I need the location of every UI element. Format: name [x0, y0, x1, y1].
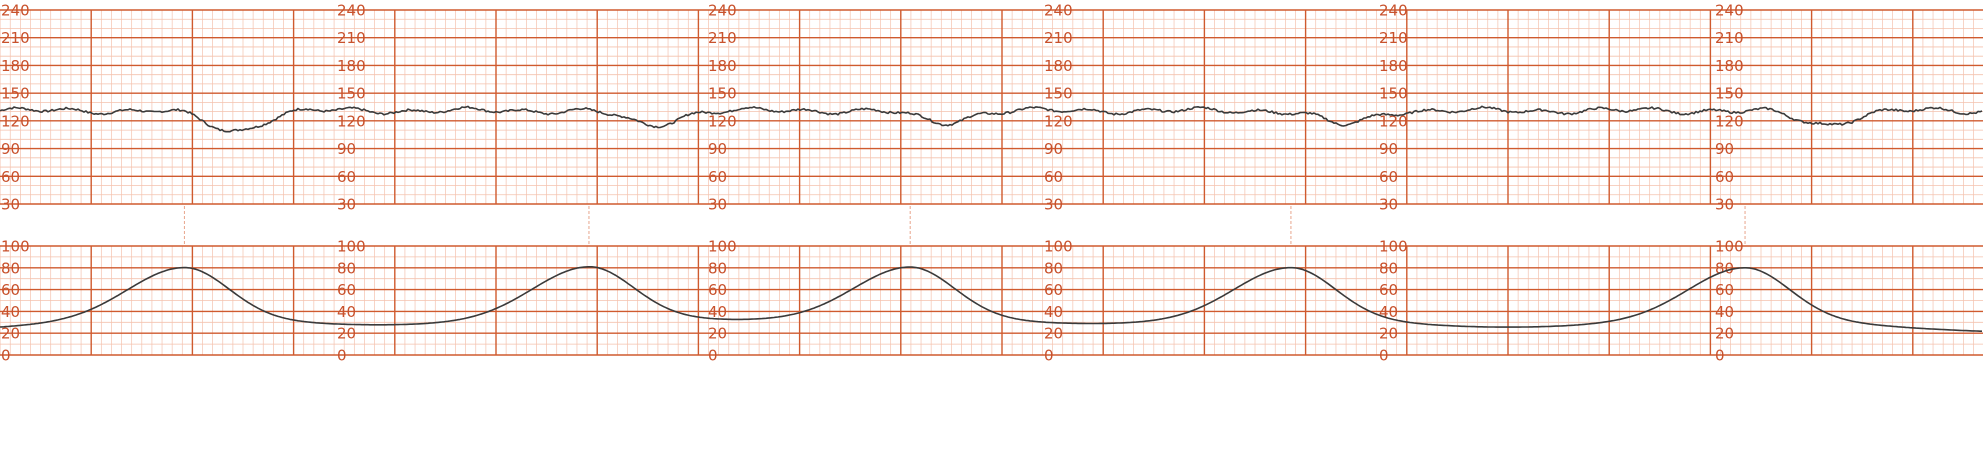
uc-tick-label: 0 — [1044, 347, 1054, 365]
uc-tick-label: 40 — [1044, 303, 1063, 321]
fhr-tick-label: 240 — [1, 2, 30, 20]
fhr-tick-label: 90 — [337, 140, 356, 158]
fhr-tick-label: 150 — [1044, 85, 1073, 103]
fhr-tick-label: 90 — [1044, 140, 1063, 158]
uc-tick-label: 0 — [1379, 347, 1389, 365]
uc-tick-label: 60 — [1, 281, 20, 299]
fhr-tick-label: 150 — [1715, 85, 1744, 103]
fhr-tick-label: 240 — [1379, 2, 1408, 20]
fhr-tick-label: 30 — [337, 196, 356, 214]
uc-tick-label: 60 — [708, 281, 727, 299]
fhr-tick-label: 180 — [1044, 57, 1073, 75]
fhr-tick-label: 210 — [1044, 29, 1073, 47]
fhr-tick-label: 120 — [1, 112, 30, 130]
uc-tick-label: 80 — [1379, 259, 1398, 277]
fhr-tick-label: 120 — [1379, 112, 1408, 130]
fhr-tick-label: 60 — [337, 168, 356, 186]
uc-tick-label: 0 — [708, 347, 718, 365]
fhr-tick-label: 120 — [1044, 112, 1073, 130]
fhr-tick-label: 60 — [1379, 168, 1398, 186]
fhr-tick-label: 30 — [1379, 196, 1398, 214]
uc-tick-label: 100 — [1715, 238, 1744, 256]
fhr-tick-label: 180 — [1, 57, 30, 75]
fhr-tick-label: 210 — [1, 29, 30, 47]
fhr-tick-label: 30 — [1044, 196, 1063, 214]
uc-tick-label: 40 — [708, 303, 727, 321]
fhr-tick-label: 120 — [337, 112, 366, 130]
fhr-tick-label: 180 — [1379, 57, 1408, 75]
fhr-tick-label: 240 — [708, 2, 737, 20]
fhr-tick-label: 60 — [1044, 168, 1063, 186]
fhr-tick-label: 60 — [1715, 168, 1734, 186]
uc-tick-label: 0 — [1, 347, 11, 365]
uc-tick-label: 60 — [337, 281, 356, 299]
fhr-tick-label: 120 — [1715, 112, 1744, 130]
fhr-tick-label: 120 — [708, 112, 737, 130]
fhr-tick-label: 240 — [337, 2, 366, 20]
uc-tick-label: 20 — [337, 325, 356, 343]
uc-tick-label: 20 — [1, 325, 20, 343]
fhr-tick-label: 150 — [337, 85, 366, 103]
uc-tick-label: 40 — [1, 303, 20, 321]
uc-grid — [0, 245, 1983, 356]
fhr-tick-label: 210 — [708, 29, 737, 47]
uc-tick-label: 100 — [337, 238, 366, 256]
fhr-tick-label: 150 — [1, 85, 30, 103]
fhr-tick-label: 90 — [1, 140, 20, 158]
fhr-tick-label: 210 — [337, 29, 366, 47]
fhr-tick-label: 210 — [1715, 29, 1744, 47]
fhr-tick-label: 30 — [708, 196, 727, 214]
fhr-trace-line — [0, 105, 1983, 133]
fhr-tick-label: 150 — [1379, 85, 1408, 103]
uc-tick-label: 80 — [1044, 259, 1063, 277]
fhr-tick-label: 90 — [1715, 140, 1734, 158]
fhr-tick-label: 180 — [708, 57, 737, 75]
uc-tick-label: 40 — [337, 303, 356, 321]
fhr-grid — [0, 9, 1983, 205]
uc-tick-label: 100 — [1, 238, 30, 256]
fhr-tick-label: 210 — [1379, 29, 1408, 47]
uc-tick-label: 40 — [1715, 303, 1734, 321]
fhr-tick-label: 180 — [1715, 57, 1744, 75]
fhr-tick-label: 180 — [337, 57, 366, 75]
uc-tick-label: 0 — [337, 347, 347, 365]
uc-tick-label: 80 — [1, 259, 20, 277]
fhr-tick-label: 240 — [1044, 2, 1073, 20]
uc-tick-label: 80 — [337, 259, 356, 277]
uc-tick-label: 80 — [708, 259, 727, 277]
fhr-tick-label: 60 — [1, 168, 20, 186]
fhr-tick-label: 90 — [708, 140, 727, 158]
fhr-tick-label: 90 — [1379, 140, 1398, 158]
uc-tick-label: 20 — [1044, 325, 1063, 343]
uc-tick-label: 20 — [708, 325, 727, 343]
fhr-tick-label: 60 — [708, 168, 727, 186]
uc-tick-label: 100 — [1379, 238, 1408, 256]
fhr-tick-label: 30 — [1715, 196, 1734, 214]
uc-tick-label: 20 — [1715, 325, 1734, 343]
fhr-tick-labels: 240 240 240 240 240 240 210 210 210 210 210 210 180 1… — [1, 2, 1744, 214]
uc-tick-label: 20 — [1379, 325, 1398, 343]
uc-tick-label: 100 — [1044, 238, 1073, 256]
uc-tick-label: 60 — [1379, 281, 1398, 299]
uc-tick-label: 60 — [1044, 281, 1063, 299]
contraction-peak-markers — [183, 206, 1746, 244]
uc-trace-line — [0, 266, 1982, 332]
uc-tick-label: 60 — [1715, 281, 1734, 299]
fhr-tick-label: 150 — [708, 85, 737, 103]
uc-tick-label: 100 — [708, 238, 737, 256]
uc-tick-label: 0 — [1715, 347, 1725, 365]
fhr-tick-label: 30 — [1, 196, 20, 214]
fhr-tick-label: 240 — [1715, 2, 1744, 20]
